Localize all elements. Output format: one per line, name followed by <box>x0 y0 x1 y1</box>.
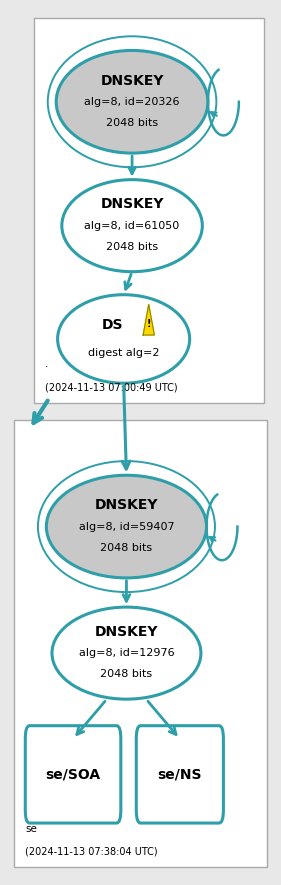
Text: .: . <box>45 359 48 369</box>
Text: 2048 bits: 2048 bits <box>100 543 153 553</box>
Ellipse shape <box>58 295 190 383</box>
Text: 2048 bits: 2048 bits <box>100 669 153 680</box>
Ellipse shape <box>46 475 207 578</box>
Ellipse shape <box>52 607 201 699</box>
FancyBboxPatch shape <box>14 420 267 867</box>
FancyBboxPatch shape <box>34 18 264 403</box>
Text: (2024-11-13 07:38:04 UTC): (2024-11-13 07:38:04 UTC) <box>25 847 158 857</box>
Text: DNSKEY: DNSKEY <box>95 625 158 639</box>
Text: alg=8, id=12976: alg=8, id=12976 <box>79 648 174 658</box>
Text: alg=8, id=61050: alg=8, id=61050 <box>85 220 180 231</box>
Text: 2048 bits: 2048 bits <box>106 242 158 252</box>
Text: digest alg=2: digest alg=2 <box>88 348 159 358</box>
Text: se: se <box>25 824 37 834</box>
FancyBboxPatch shape <box>25 726 121 823</box>
Text: DNSKEY: DNSKEY <box>100 197 164 212</box>
Ellipse shape <box>62 180 202 272</box>
Text: !: ! <box>146 319 151 329</box>
Text: 2048 bits: 2048 bits <box>106 118 158 128</box>
Text: DNSKEY: DNSKEY <box>100 73 164 88</box>
Text: alg=8, id=59407: alg=8, id=59407 <box>79 521 174 532</box>
Text: (2024-11-13 07:00:49 UTC): (2024-11-13 07:00:49 UTC) <box>45 382 178 392</box>
Polygon shape <box>143 304 154 335</box>
Text: DNSKEY: DNSKEY <box>95 498 158 512</box>
Text: alg=8, id=20326: alg=8, id=20326 <box>84 96 180 107</box>
FancyBboxPatch shape <box>136 726 223 823</box>
Text: se/SOA: se/SOA <box>46 767 101 781</box>
Text: DS: DS <box>102 318 123 332</box>
Ellipse shape <box>56 50 208 153</box>
Text: se/NS: se/NS <box>158 767 202 781</box>
